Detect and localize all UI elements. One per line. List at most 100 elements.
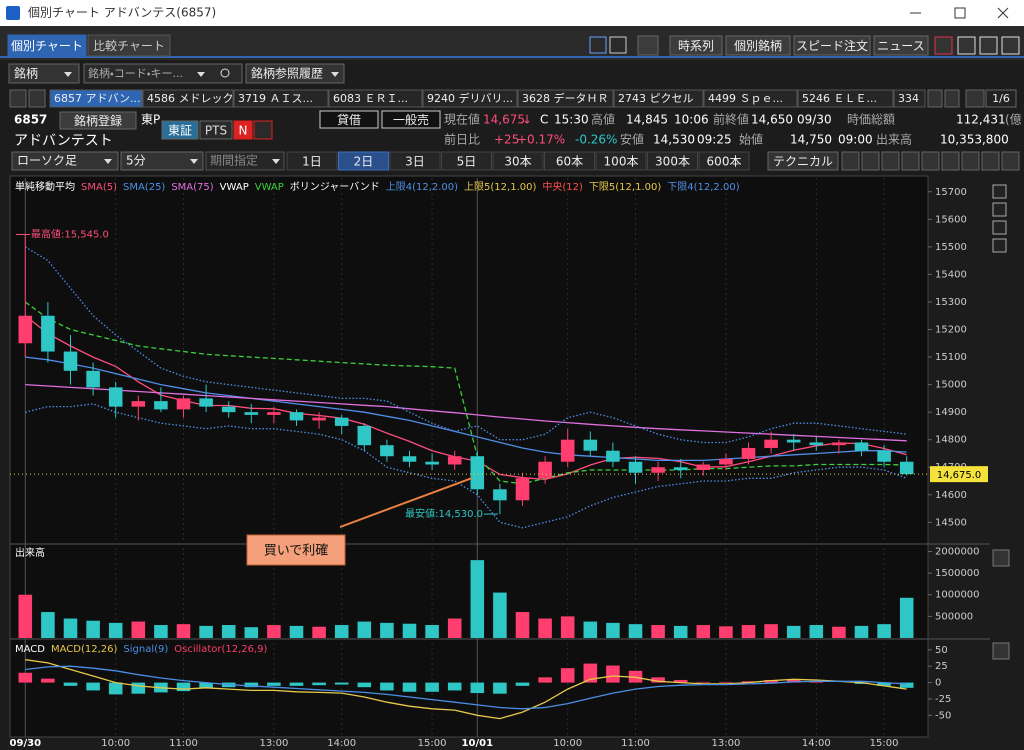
range-button-label[interactable]: 30本 — [504, 155, 531, 169]
range-button[interactable] — [286, 151, 338, 171]
badge[interactable] — [319, 110, 379, 129]
alert-button-label[interactable]: N — [239, 124, 248, 138]
badge-label[interactable]: 一般売 — [393, 112, 429, 127]
stock-tab-label[interactable]: 4586 メドレック — [147, 92, 234, 105]
range-button[interactable] — [338, 151, 389, 171]
toolbar-button-label[interactable]: ニュース — [877, 39, 924, 53]
chart-tool[interactable] — [992, 184, 1007, 199]
nav-back[interactable] — [965, 89, 985, 108]
tool-icon[interactable] — [1001, 36, 1020, 55]
chart-tool[interactable] — [992, 202, 1007, 217]
stock-tab-label[interactable]: 3628 データＨＲ — [522, 91, 609, 105]
range-button[interactable] — [595, 151, 647, 171]
range-button-label[interactable]: 1日 — [302, 155, 322, 169]
history-dropdown[interactable] — [245, 63, 345, 84]
range-button-label[interactable]: 5日 — [457, 155, 477, 169]
stock-tab[interactable] — [703, 89, 798, 108]
tool-icon[interactable] — [957, 36, 976, 55]
badge[interactable] — [381, 110, 441, 129]
exchange-button[interactable] — [199, 120, 233, 140]
technical-button-label[interactable]: テクニカル — [773, 155, 833, 169]
stock-tab[interactable] — [422, 89, 518, 108]
toolbar-button[interactable] — [873, 35, 929, 56]
range-button[interactable] — [389, 151, 441, 171]
range-button[interactable] — [492, 151, 544, 171]
panel-close[interactable] — [992, 549, 1010, 567]
stock-tab-label[interactable]: 3719 ＡＩス... — [238, 92, 313, 105]
tool-icon[interactable] — [841, 151, 860, 171]
tool-icon[interactable] — [979, 36, 998, 55]
range-button[interactable] — [544, 151, 595, 171]
maximize-button[interactable] — [954, 7, 966, 19]
toolbar-button-label[interactable]: 個別銘柄 — [734, 38, 782, 53]
register-button-label[interactable]: 銘柄登録 — [74, 113, 122, 128]
tool-icon[interactable] — [961, 151, 980, 171]
chart-type-dropdown[interactable] — [11, 151, 119, 171]
type-dropdown[interactable] — [8, 63, 80, 84]
toolbar-button[interactable] — [793, 35, 871, 56]
range-button[interactable] — [698, 151, 750, 171]
stock-tab[interactable] — [797, 89, 894, 108]
technical-button[interactable] — [767, 151, 839, 171]
exchange-button-label[interactable]: 東証 — [168, 124, 192, 138]
toolbar-button-label[interactable]: 時系列 — [678, 39, 714, 53]
close-button[interactable] — [997, 7, 1009, 19]
stock-tab-label[interactable]: 2743 ピクセル — [618, 92, 694, 105]
chart-tool[interactable] — [992, 220, 1007, 235]
range-button-label[interactable]: 300本 — [655, 155, 690, 169]
stock-tab-label[interactable]: 6857 アドバン... — [54, 92, 141, 105]
interval-dropdown[interactable] — [120, 151, 204, 171]
search-input[interactable] — [83, 63, 243, 84]
stock-tab[interactable] — [233, 89, 329, 108]
tool-icon[interactable] — [881, 151, 900, 171]
range-button[interactable] — [441, 151, 492, 171]
range-button[interactable] — [647, 151, 698, 171]
toolbar-button[interactable] — [669, 35, 723, 56]
nav-prev[interactable] — [28, 89, 46, 108]
search-icon[interactable] — [220, 68, 230, 78]
chart-tool[interactable] — [992, 238, 1007, 253]
stock-tab-label[interactable]: 9240 デリバリ... — [427, 91, 513, 105]
stock-tab[interactable] — [142, 89, 234, 108]
tab-label[interactable]: 比較チャート — [93, 39, 165, 53]
stock-tab[interactable] — [893, 89, 926, 108]
range-button-label[interactable]: 100本 — [604, 155, 639, 169]
tool-icon[interactable] — [901, 151, 920, 171]
exchange-button-label[interactable]: PTS — [205, 124, 227, 138]
stock-tab-label[interactable]: 4499 Ｓｐｅ... — [708, 92, 783, 105]
tool-icon[interactable] — [861, 151, 880, 171]
stock-tab-label[interactable]: 6083 ＥＲＩ... — [333, 92, 408, 105]
stock-tab[interactable] — [517, 89, 614, 108]
nav-last[interactable] — [944, 89, 960, 108]
layout-grid-button[interactable] — [609, 36, 627, 54]
stock-tab[interactable] — [49, 89, 143, 108]
draw-button[interactable] — [637, 35, 659, 56]
tool-icon[interactable] — [921, 151, 940, 171]
range-button-label[interactable]: 2日 — [354, 155, 374, 169]
tab[interactable] — [87, 34, 171, 57]
stock-tab[interactable] — [613, 89, 704, 108]
register-button[interactable] — [59, 111, 137, 130]
tool-icon[interactable] — [1001, 151, 1020, 171]
badge-label[interactable]: 貸借 — [337, 112, 361, 127]
period-dropdown[interactable] — [205, 151, 285, 171]
tool-icon[interactable] — [934, 36, 953, 55]
tab[interactable] — [7, 34, 87, 57]
layout-single-button[interactable] — [589, 36, 607, 54]
range-button-label[interactable]: 600本 — [707, 155, 742, 169]
tool-icon[interactable] — [941, 151, 960, 171]
stock-tab[interactable] — [328, 89, 423, 108]
stock-tab-label[interactable]: 5246 ＥＬＥ... — [802, 92, 877, 105]
bell-button[interactable] — [253, 120, 273, 140]
panel-close[interactable] — [992, 642, 1010, 660]
tool-icon[interactable] — [981, 151, 1000, 171]
toolbar-button-label[interactable]: スピード注文 — [796, 39, 868, 53]
alert-button[interactable] — [233, 120, 253, 140]
range-button-label[interactable]: 3日 — [405, 155, 425, 169]
tab-label[interactable]: 個別チャート — [11, 39, 83, 53]
nav-first[interactable] — [9, 89, 27, 108]
nav-next[interactable] — [927, 89, 943, 108]
toolbar-button[interactable] — [725, 35, 791, 56]
range-button-label[interactable]: 60本 — [556, 155, 583, 169]
stock-tab-label[interactable]: 334 — [898, 92, 919, 105]
